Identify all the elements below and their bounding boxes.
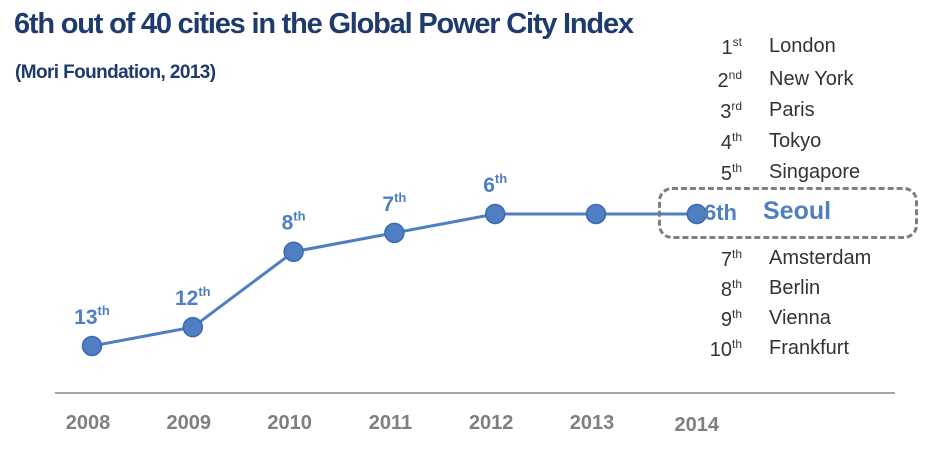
chart-subtitle: (Mori Foundation, 2013) bbox=[15, 62, 216, 83]
data-point-2013 bbox=[585, 203, 607, 225]
x-tick-label-2014: 2014 bbox=[675, 414, 720, 436]
point-label-2012: 6th bbox=[483, 171, 507, 197]
x-tick-label-2010: 2010 bbox=[267, 412, 312, 434]
data-point-2012 bbox=[484, 203, 506, 225]
point-label-2009: 12th bbox=[175, 284, 211, 310]
x-tick-label-2011: 2011 bbox=[369, 412, 412, 434]
data-point-2011 bbox=[384, 222, 405, 244]
highlight-rank: 6th bbox=[704, 200, 737, 225]
seoul-highlight-box bbox=[658, 187, 918, 239]
x-tick-label-2013: 2013 bbox=[570, 412, 615, 434]
point-label-2008: 13th bbox=[74, 303, 110, 329]
x-tick-label-2009: 2009 bbox=[167, 412, 212, 434]
point-label-2010: 8th bbox=[282, 209, 306, 235]
data-point-2014 bbox=[686, 203, 708, 225]
chart-title: 6th out of 40 cities in the Global Power… bbox=[14, 8, 634, 40]
data-point-2010 bbox=[283, 241, 304, 262]
x-tick-label-2012: 2012 bbox=[469, 412, 514, 434]
x-tick-label-2008: 2008 bbox=[66, 412, 111, 434]
data-point-2009 bbox=[182, 316, 204, 338]
point-label-2011: 7th bbox=[382, 190, 406, 216]
highlight-city: Seoul bbox=[763, 197, 832, 225]
data-point-2008 bbox=[81, 335, 103, 357]
